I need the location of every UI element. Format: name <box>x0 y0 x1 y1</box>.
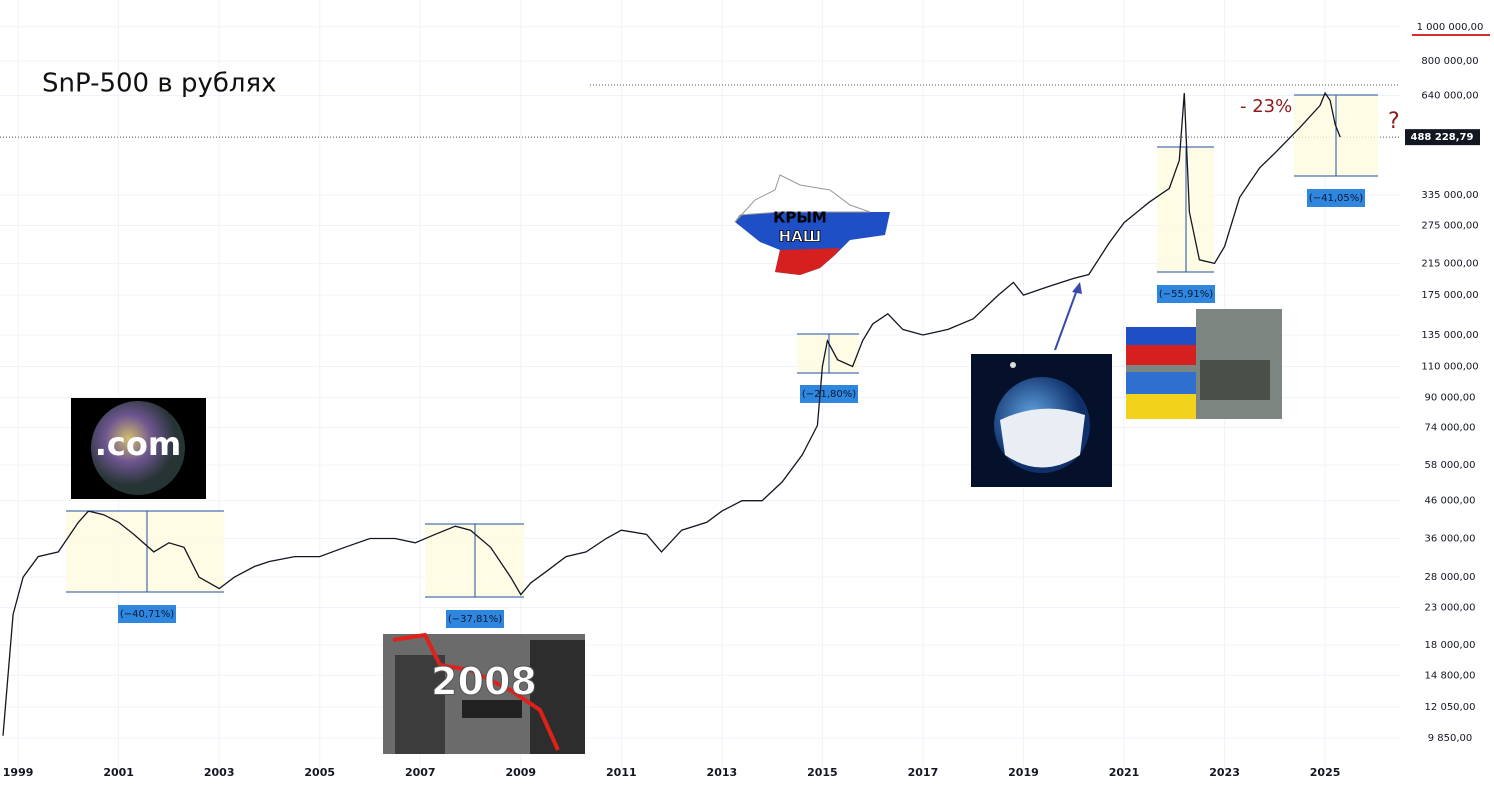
dotcom-picture: .com <box>71 398 206 499</box>
y-tick-label: 800 000,00 <box>1421 56 1478 67</box>
last-price-box <box>1405 129 1480 146</box>
price-line <box>2 91 1341 736</box>
x-tick-label: 2007 <box>405 766 436 779</box>
covid-picture <box>971 354 1112 487</box>
annotation: ? <box>1388 109 1400 134</box>
drawdown-box <box>66 511 224 592</box>
y-tick-label: 36 000,00 <box>1425 533 1476 544</box>
drawdown-label: (−21,80%) <box>802 389 856 400</box>
crimea-picture: КРЫМ НАШ <box>734 174 890 275</box>
axes: 1 000 000,00 800 000,00 640 000,00 335 000,… <box>3 22 1484 779</box>
x-tick-label: 2005 <box>304 766 335 779</box>
picture-text: 2008 <box>431 660 537 704</box>
last-price-label: 488 228,79 <box>1411 132 1474 143</box>
drawdown-label-box <box>118 605 176 623</box>
x-tick-label: 2015 <box>807 766 838 779</box>
x-tick-label: 2003 <box>204 766 235 779</box>
y-tick-label: 28 000,00 <box>1425 572 1476 583</box>
y-tick-label: 12 050,00 <box>1425 702 1476 713</box>
y-tick-label: 58 000,00 <box>1425 460 1476 471</box>
y-tick-label: 46 000,00 <box>1425 496 1476 507</box>
x-tick-label: 2001 <box>103 766 134 779</box>
x-tick-label: 2025 <box>1310 766 1341 779</box>
grid <box>0 0 1400 770</box>
annotation: - 23% <box>1240 96 1292 117</box>
y-tick-label: 90 000,00 <box>1425 392 1476 403</box>
x-tick-label: 2009 <box>505 766 536 779</box>
y-tick-label: 640 000,00 <box>1421 90 1478 101</box>
y-tick-label: 175 000,00 <box>1421 290 1478 301</box>
drawdown-boxes: (−40,71%) (−37,81%) (−21,80%) (−55,91%) (−41… <box>66 94 1378 628</box>
y-tick-label: 74 000,00 <box>1425 423 1476 434</box>
y-tick-label: 275 000,00 <box>1421 220 1478 231</box>
drawdown-box <box>797 334 859 373</box>
picture-text: .com <box>95 425 181 463</box>
y-tick-label: 215 000,00 <box>1421 258 1478 269</box>
drawdown-label-box <box>1307 189 1365 207</box>
x-tick-label: 1999 <box>3 766 34 779</box>
picture-text: КРЫМ <box>773 209 827 227</box>
chart-title: SnP-500 в рублях <box>42 69 277 99</box>
crisis-picture: 2008 <box>383 632 585 754</box>
x-tick-label: 2019 <box>1008 766 1039 779</box>
picture-text: НАШ <box>779 228 822 246</box>
y-tick-label: 110 000,00 <box>1421 362 1478 373</box>
y-tick-label: 1 000 000,00 <box>1417 22 1484 33</box>
drawdown-label: (−37,81%) <box>448 614 502 625</box>
drawdown-label-box <box>446 610 504 628</box>
war-picture <box>1126 309 1282 419</box>
y-tick-label: 135 000,00 <box>1421 330 1478 341</box>
y-tick-label: 335 000,00 <box>1421 190 1478 201</box>
drawdown-label: (−55,91%) <box>1159 289 1213 300</box>
x-tick-label: 2021 <box>1109 766 1140 779</box>
y-tick-label: 18 000,00 <box>1425 640 1476 651</box>
x-tick-label: 2013 <box>707 766 738 779</box>
drawdown-label: (−40,71%) <box>120 609 174 620</box>
x-tick-label: 2017 <box>908 766 939 779</box>
y-tick-label: 9 850,00 <box>1428 733 1473 744</box>
series <box>2 91 1341 736</box>
y-tick-label: 23 000,00 <box>1425 602 1476 613</box>
x-tick-label: 2011 <box>606 766 637 779</box>
arrow-head <box>1072 282 1082 294</box>
y-tick-label: 14 800,00 <box>1425 670 1476 681</box>
x-tick-label: 2023 <box>1209 766 1240 779</box>
drawdown-label-box <box>1157 285 1215 303</box>
drawdown-label: (−41,05%) <box>1309 193 1363 204</box>
drawdown-label-box <box>800 385 858 403</box>
arrow <box>1054 286 1079 351</box>
